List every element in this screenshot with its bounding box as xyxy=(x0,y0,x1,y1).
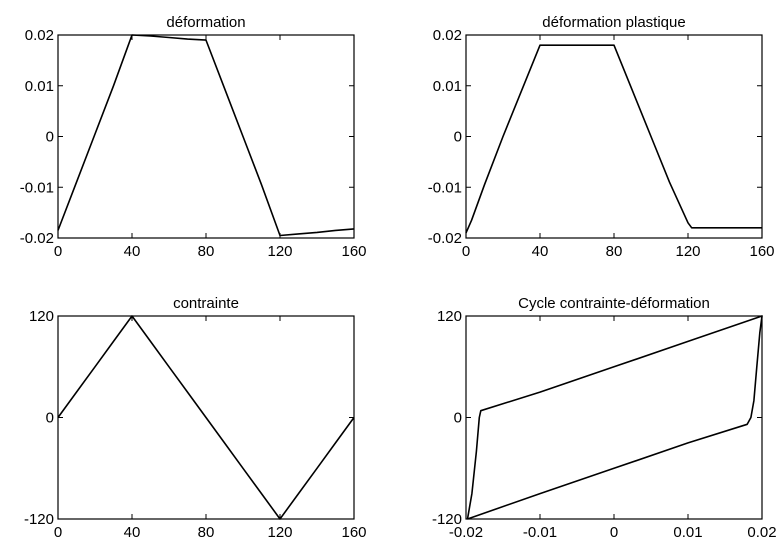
x-tick-label: 80 xyxy=(198,524,215,541)
y-tick-label: -120 xyxy=(24,511,54,528)
series-line-1 xyxy=(58,316,354,519)
x-tick-label: 0 xyxy=(54,243,62,260)
y-tick-label: 0 xyxy=(454,129,462,146)
y-tick-label: 0.01 xyxy=(25,78,54,95)
series-line-1 xyxy=(58,35,354,236)
series-line-1 xyxy=(466,45,762,233)
chart-title: contrainte xyxy=(173,295,239,312)
chart-1: déformation 0 40 80 120 160 -0.02 -0.01 0 0.01 0.0… xyxy=(20,14,367,260)
x-tick-label: 160 xyxy=(749,243,774,260)
axes-frame xyxy=(466,35,762,238)
x-tick-label: -0.01 xyxy=(523,524,557,541)
x-tick-label: 0.01 xyxy=(673,524,702,541)
y-tick-label: -0.02 xyxy=(428,230,462,247)
x-tick-label: 160 xyxy=(341,243,366,260)
x-tick-label: 160 xyxy=(341,524,366,541)
y-tick-label: -0.02 xyxy=(20,230,54,247)
x-tick-label: 0 xyxy=(54,524,62,541)
y-tick-label: 120 xyxy=(437,308,462,325)
y-tick-label: 0 xyxy=(46,129,54,146)
axes-frame xyxy=(466,316,762,519)
x-tick-label: 80 xyxy=(606,243,623,260)
x-tick-label: 80 xyxy=(198,243,215,260)
x-tick-label: 0.02 xyxy=(747,524,776,541)
y-tick-label: 0.02 xyxy=(433,27,462,44)
x-tick-label: 40 xyxy=(124,243,141,260)
chart-4: Cycle contrainte-déformation-0.02 -0.01 0 0… xyxy=(432,295,777,541)
x-tick-label: 0 xyxy=(610,524,618,541)
x-tick-label: 120 xyxy=(267,524,292,541)
chart-title: déformation xyxy=(166,14,245,31)
y-tick-label: -0.01 xyxy=(428,179,462,196)
y-tick-label: 0.02 xyxy=(25,27,54,44)
x-tick-label: 40 xyxy=(532,243,549,260)
chart-2: déformation plastique 0 40 80 120 160 -0.02 -0.… xyxy=(428,14,775,260)
chart-title: Cycle contrainte-déformation xyxy=(518,295,710,312)
x-tick-label: 120 xyxy=(675,243,700,260)
y-tick-label: -120 xyxy=(432,511,462,528)
chart-title: déformation plastique xyxy=(542,14,685,31)
y-tick-label: 120 xyxy=(29,308,54,325)
y-tick-label: 0.01 xyxy=(433,78,462,95)
y-tick-label: -0.01 xyxy=(20,179,54,196)
x-tick-label: 40 xyxy=(124,524,141,541)
y-tick-label: 0 xyxy=(46,410,54,427)
series-line-1 xyxy=(468,316,763,519)
y-tick-label: 0 xyxy=(454,410,462,427)
x-tick-label: 120 xyxy=(267,243,292,260)
x-tick-label: 0 xyxy=(462,243,470,260)
axes-frame xyxy=(58,35,354,238)
